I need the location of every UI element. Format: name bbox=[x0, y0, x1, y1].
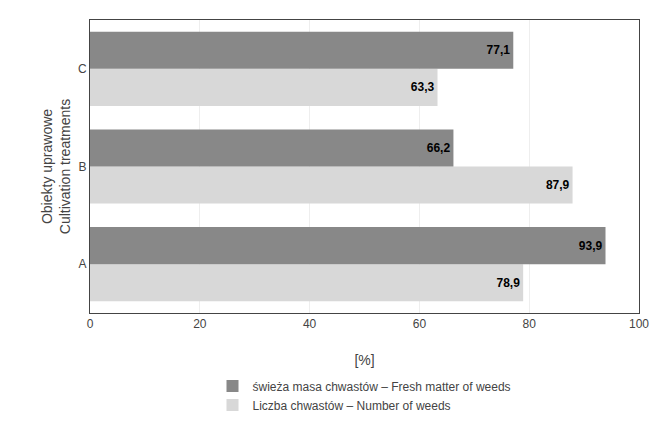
svg-text:87,9: 87,9 bbox=[546, 178, 570, 192]
svg-text:Liczba chwastów – Number of we: Liczba chwastów – Number of weeds bbox=[253, 399, 451, 413]
svg-text:0: 0 bbox=[87, 317, 94, 331]
svg-text:60: 60 bbox=[413, 317, 427, 331]
svg-text:C: C bbox=[78, 62, 87, 76]
svg-text:93,9: 93,9 bbox=[579, 239, 603, 253]
svg-text:78,9: 78,9 bbox=[496, 276, 520, 290]
svg-text:Obiekty uprawoweCultivation tr: Obiekty uprawoweCultivation treatments bbox=[39, 99, 73, 234]
svg-text:B: B bbox=[79, 160, 87, 174]
svg-text:100: 100 bbox=[629, 317, 649, 331]
svg-text:66,2: 66,2 bbox=[427, 141, 451, 155]
svg-text:80: 80 bbox=[523, 317, 537, 331]
svg-text:77,1: 77,1 bbox=[487, 43, 511, 57]
svg-text:20: 20 bbox=[193, 317, 207, 331]
svg-text:40: 40 bbox=[303, 317, 317, 331]
svg-text:A: A bbox=[79, 257, 87, 271]
svg-text:[%]: [%] bbox=[354, 352, 374, 368]
svg-text:63,3: 63,3 bbox=[411, 80, 435, 94]
svg-text:świeża masa chwastów – Fresh m: świeża masa chwastów – Fresh matter of w… bbox=[253, 380, 511, 394]
